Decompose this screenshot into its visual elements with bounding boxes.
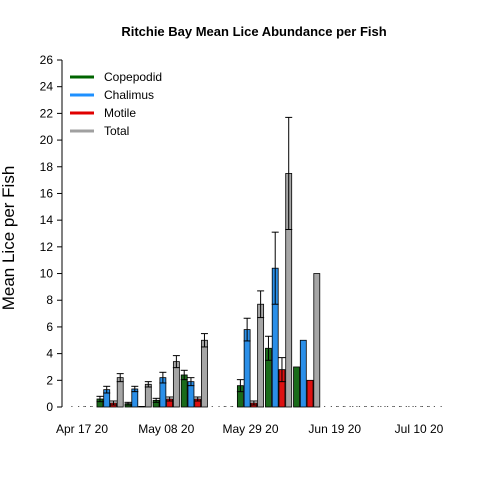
bar-group	[152, 355, 180, 408]
y-tick-label: 8	[46, 293, 53, 307]
y-tick-label: 4	[46, 347, 53, 361]
y-tick-label: 0	[46, 400, 53, 414]
legend-label: Total	[104, 124, 129, 138]
y-tick-label: 14	[40, 213, 54, 227]
bar-total	[144, 383, 152, 408]
legend-label: Copepodid	[104, 70, 162, 84]
y-tick-label: 2	[46, 373, 53, 387]
y-tick-label: 20	[40, 133, 54, 147]
legend-item: Total	[70, 124, 129, 138]
y-tick-label: 18	[40, 160, 54, 174]
legend: Copepodid Chalimus Motile Total	[70, 70, 162, 138]
legend-label: Chalimus	[104, 88, 154, 102]
y-tick-label: 16	[40, 186, 54, 200]
x-tick-label: Jul 10 20	[395, 422, 444, 436]
y-axis-label: Mean Lice per Fish	[0, 166, 18, 311]
chart-title: Ritchie Bay Mean Lice Abundance per Fish	[121, 24, 386, 39]
legend-item: Chalimus	[70, 88, 154, 102]
bar-group	[264, 116, 293, 408]
y-tick-label: 22	[40, 106, 54, 120]
bar-group	[236, 290, 265, 408]
x-tick-label: Apr 17 20	[56, 422, 108, 436]
y-tick-label: 12	[40, 240, 54, 254]
y-tick-label: 24	[40, 80, 54, 94]
bar-motile	[306, 379, 314, 408]
legend-label: Motile	[104, 106, 136, 120]
bar-group	[180, 333, 208, 408]
bar-group	[293, 273, 321, 408]
bar-total	[257, 303, 265, 408]
bar-total	[313, 273, 321, 408]
y-tick-label: 26	[40, 53, 54, 67]
x-tick-label: May 29 20	[222, 422, 278, 436]
bar-group	[96, 373, 124, 408]
bar-total	[201, 339, 208, 408]
bar-groups	[96, 116, 321, 408]
y-tick-label: 6	[46, 320, 53, 334]
bar-motile	[138, 405, 145, 408]
y-tick-label: 10	[40, 267, 54, 281]
x-axis: Apr 17 20 May 08 20 May 29 20 Jun 19 20 Jul …	[56, 422, 444, 436]
bar-total	[172, 361, 180, 408]
bar-group	[124, 381, 152, 408]
legend-item: Copepodid	[70, 70, 162, 84]
legend-item: Motile	[70, 106, 136, 120]
x-tick-label: May 08 20	[138, 422, 194, 436]
x-tick-label: Jun 19 20	[308, 422, 361, 436]
bar-chalimus	[299, 339, 307, 408]
bar-copepodid	[293, 366, 300, 408]
